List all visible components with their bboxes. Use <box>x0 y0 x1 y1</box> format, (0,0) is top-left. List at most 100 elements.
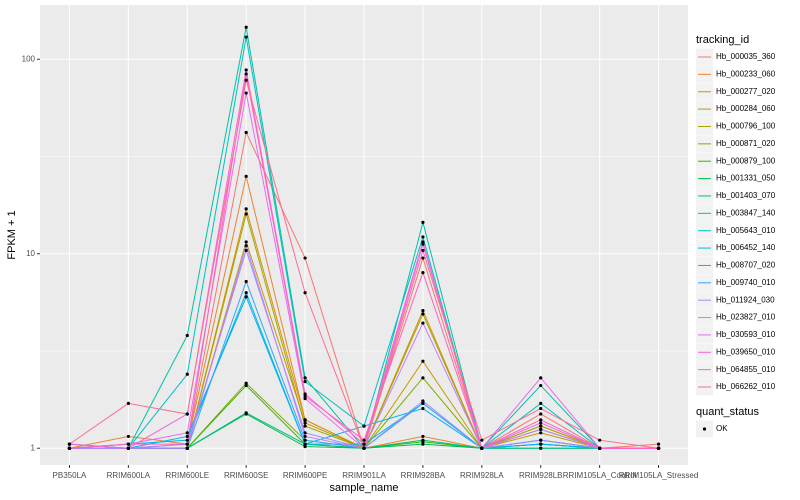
data-point <box>539 418 543 422</box>
data-point <box>244 248 248 253</box>
legend-label: OK <box>716 424 728 433</box>
data-point <box>244 291 248 295</box>
legend-title: tracking_id <box>696 34 749 46</box>
data-point <box>244 78 248 82</box>
data-point <box>303 392 307 396</box>
data-point <box>244 383 248 388</box>
data-point <box>185 434 189 439</box>
data-point <box>539 401 543 406</box>
legend-label: Hb_066262_010 <box>716 382 776 391</box>
data-point <box>244 72 248 76</box>
x-tick-label: RRIM600LE <box>165 471 209 480</box>
data-point <box>656 442 661 446</box>
x-tick-label: RRIM105LA_Stressed <box>619 471 699 480</box>
y-tick-label: 1 <box>31 443 36 452</box>
data-point <box>539 406 543 411</box>
data-point <box>303 380 307 384</box>
data-point <box>539 412 543 416</box>
data-point <box>539 421 543 425</box>
x-tick-label: RRIM600PE <box>283 471 327 480</box>
data-point <box>539 438 543 442</box>
x-tick-label: RRIM600SE <box>224 471 268 480</box>
legend-label: Hb_011924_030 <box>716 295 775 304</box>
data-point <box>303 376 307 380</box>
y-tick-label: 100 <box>22 54 36 63</box>
data-point <box>185 438 189 442</box>
data-point <box>421 401 425 406</box>
data-point <box>303 291 307 295</box>
data-point <box>656 446 661 450</box>
data-point <box>421 442 425 446</box>
legend-label: Hb_001331_050 <box>716 174 776 183</box>
data-point <box>598 438 602 442</box>
data-point <box>421 321 425 325</box>
data-point <box>244 240 248 244</box>
data-point <box>598 446 602 450</box>
legend-label: Hb_000035_360 <box>716 52 776 61</box>
data-point <box>244 68 248 72</box>
data-point <box>421 376 425 380</box>
data-point <box>244 91 248 95</box>
data-point <box>421 248 425 253</box>
data-point <box>362 446 366 450</box>
data-point <box>126 446 130 450</box>
data-point <box>67 442 72 446</box>
data-point <box>539 383 543 388</box>
legend-label: Hb_009740_010 <box>716 278 776 287</box>
data-point <box>303 438 307 442</box>
data-point <box>126 401 130 406</box>
legend-label: Hb_000796_100 <box>716 122 776 131</box>
data-point <box>244 174 248 178</box>
point-legend-title: quant_status <box>696 406 759 418</box>
x-tick-label: PB350LA <box>53 471 87 480</box>
y-axis-title: FPKM + 1 <box>6 210 18 259</box>
data-point <box>244 244 248 248</box>
data-point <box>185 431 189 435</box>
legend-label: Hb_064855_010 <box>716 365 776 374</box>
data-point <box>421 359 425 363</box>
data-point <box>362 424 366 428</box>
x-tick-label: RRIM928LA <box>460 471 504 480</box>
data-point <box>421 434 425 439</box>
data-point <box>303 394 307 398</box>
x-tick-label: RRIM928BA <box>401 471 446 480</box>
data-point <box>185 442 189 446</box>
data-point <box>244 207 248 211</box>
data-point <box>539 427 543 431</box>
data-point <box>185 372 189 376</box>
data-point <box>244 295 248 299</box>
data-point <box>421 242 425 246</box>
legend-point <box>702 427 707 431</box>
data-point <box>480 438 484 442</box>
data-point <box>362 442 366 446</box>
data-point <box>539 431 543 435</box>
data-point <box>421 235 425 239</box>
data-point <box>421 309 425 313</box>
data-point <box>185 333 189 338</box>
data-point <box>303 431 307 435</box>
data-point <box>244 411 248 415</box>
data-point <box>421 256 425 260</box>
data-point <box>244 381 248 385</box>
data-point <box>480 446 484 450</box>
data-point <box>303 396 307 401</box>
x-axis-title: sample_name <box>329 482 398 494</box>
data-point <box>421 399 425 403</box>
legend-label: Hb_039650_010 <box>716 347 776 356</box>
legend-label: Hb_000277_020 <box>716 87 776 96</box>
data-point <box>421 270 425 275</box>
legend-label: Hb_000284_060 <box>716 104 776 113</box>
data-point <box>126 434 130 439</box>
data-point <box>303 434 307 439</box>
data-point <box>539 442 543 446</box>
data-point <box>421 438 425 442</box>
x-tick-label: RRIM105LA_Control <box>563 471 637 480</box>
data-point <box>362 438 366 442</box>
data-point <box>539 446 543 450</box>
data-point <box>421 220 425 224</box>
y-tick-label: 10 <box>26 249 35 258</box>
x-tick-label: RRIM928LB <box>519 471 563 480</box>
legend-label: Hb_006452_140 <box>716 243 776 252</box>
data-point <box>185 446 189 450</box>
x-tick-label: RRIM600LA <box>107 471 151 480</box>
